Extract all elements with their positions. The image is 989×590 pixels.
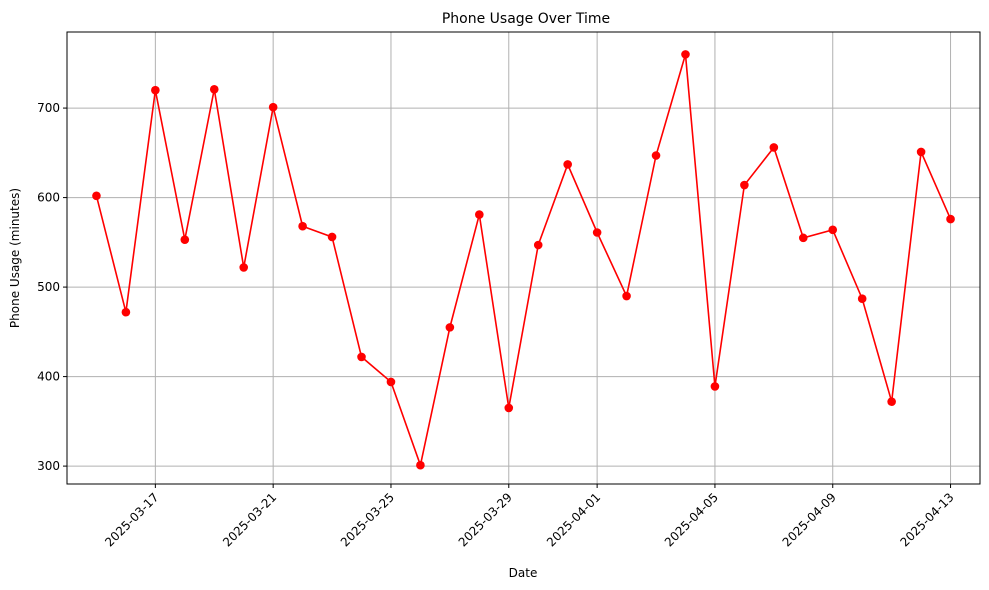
data-point [622,291,631,301]
data-point [651,151,661,160]
data-point [681,50,690,59]
data-point [121,307,131,317]
y-tick-label: 300 [37,459,60,473]
data-point [504,403,514,413]
plot-frame [66,31,981,485]
data-point [828,225,838,235]
chart-title: Phone Usage Over Time [442,11,610,27]
data-point [239,263,249,272]
data-point [769,143,779,152]
y-axis-label: Phone Usage (minutes) [8,188,22,328]
data-point [740,180,749,190]
data-points [92,50,955,470]
data-point [268,102,278,112]
data-point [445,323,455,332]
data-point [180,235,190,244]
y-tick-label: 400 [37,370,60,384]
data-point [710,382,720,391]
data-point [857,294,867,304]
grid [67,32,980,484]
data-point [386,377,396,387]
data-point [357,352,366,362]
y-tick-label: 500 [37,280,60,294]
data-point [946,214,955,224]
data-point [151,85,160,95]
data-point [798,233,808,243]
data-point [916,147,926,157]
series-line-group [95,54,952,469]
y-tick-label: 600 [37,191,60,205]
series-line [95,54,952,469]
data-point [209,84,219,94]
data-point [563,160,572,169]
data-point [592,228,602,237]
y-axis-ticks: 300 400 500 600 700 [37,101,67,473]
data-point [533,240,543,250]
data-point [298,221,307,231]
data-point [475,210,484,219]
data-point [887,397,896,406]
y-tick-label: 700 [37,101,60,115]
data-point [92,191,101,201]
x-axis-label: Date [509,566,538,580]
data-point [327,232,337,242]
data-point [416,460,425,470]
